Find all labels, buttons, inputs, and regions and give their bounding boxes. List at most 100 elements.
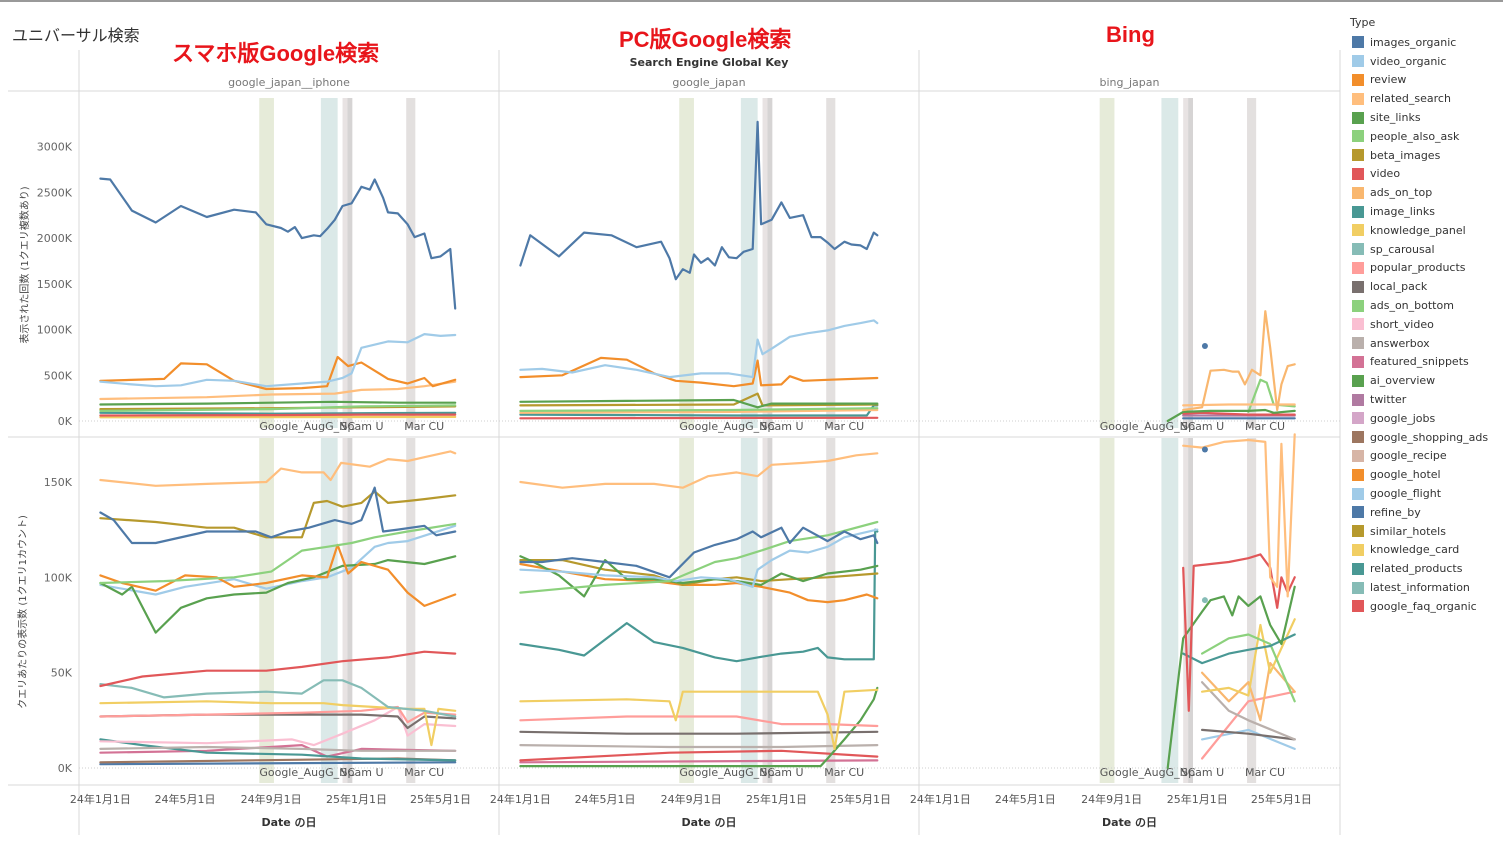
legend-item-short-video[interactable]: short_video [1352, 315, 1502, 334]
legend-item-answerbox[interactable]: answerbox [1352, 334, 1502, 353]
x-tick-label: 24年5月1日 [575, 792, 636, 806]
series-line-video-organic [99, 524, 457, 596]
legend-item-google-recipe[interactable]: google_recipe [1352, 447, 1502, 466]
y-tick-label: 100K [44, 571, 73, 584]
legend-item-google-flight[interactable]: google_flight [1352, 484, 1502, 503]
series-line-site-links [1166, 408, 1296, 423]
legend-item-popular-products[interactable]: popular_products [1352, 259, 1502, 278]
event-label: Spam U [1181, 766, 1224, 779]
legend-item-related-search[interactable]: related_search [1352, 89, 1502, 108]
series-line-people-also-ask [1201, 633, 1296, 703]
event-label: Google_AugG_NC [1100, 420, 1196, 433]
event-band [679, 438, 694, 783]
event-band [826, 98, 836, 428]
legend-label: similar_hotels [1370, 524, 1446, 538]
event-band [762, 438, 768, 783]
legend-swatch [1352, 581, 1364, 594]
legend-item-sp-carousal[interactable]: sp_carousal [1352, 240, 1502, 259]
legend-item-ai-overview[interactable]: ai_overview [1352, 371, 1502, 390]
panel-key-1: google_japan [672, 76, 745, 89]
series-line-video [519, 749, 879, 762]
legend-item-knowledge-card[interactable]: knowledge_card [1352, 541, 1502, 560]
series-line-images-organic [519, 120, 879, 281]
legend-swatch [1352, 525, 1364, 538]
legend-label: refine_by [1370, 505, 1421, 519]
series-line-video-organic [519, 319, 879, 379]
y-tick-label: 150K [44, 476, 73, 489]
legend-item-latest-information[interactable]: latest_information [1352, 578, 1502, 597]
legend-item-google-jobs[interactable]: google_jobs [1352, 409, 1502, 428]
legend-swatch [1352, 299, 1364, 312]
event-band [1183, 98, 1189, 428]
legend-label: google_flight [1370, 487, 1442, 501]
event-label: Mar CU [824, 766, 864, 779]
event-band [1161, 98, 1179, 428]
search-engine-header: Search Engine Global Key [630, 56, 789, 69]
legend-item-ads-on-top[interactable]: ads_on_top [1352, 183, 1502, 202]
legend-item-similar-hotels[interactable]: similar_hotels [1352, 522, 1502, 541]
legend-item-featured-snippets[interactable]: featured_snippets [1352, 353, 1502, 372]
event-band [347, 438, 353, 783]
legend-item-google-faq-organic[interactable]: google_faq_organic [1352, 597, 1502, 616]
panel-1-row-0 [519, 120, 879, 420]
legend-item-beta-images[interactable]: beta_images [1352, 146, 1502, 165]
legend-title: Type [1350, 16, 1376, 29]
legend-label: google_recipe [1370, 449, 1447, 463]
legend-label: ads_on_top [1370, 186, 1433, 200]
series-line-image-links [1182, 633, 1296, 665]
series-line-video [1182, 411, 1296, 416]
legend-item-google-hotel[interactable]: google_hotel [1352, 465, 1502, 484]
event-label: Mar CU [404, 766, 444, 779]
legend-swatch [1352, 261, 1364, 274]
legend-label: featured_snippets [1370, 355, 1469, 369]
y-tick-label: 2000K [37, 232, 73, 245]
series-line-answerbox [1201, 681, 1296, 741]
x-tick-label: 24年1月1日 [70, 792, 131, 806]
x-tick-label: 25年1月1日 [1167, 792, 1228, 806]
x-tick-label: 25年1月1日 [326, 792, 387, 806]
legend-item-image-links[interactable]: image_links [1352, 202, 1502, 221]
legend-item-knowledge-panel[interactable]: knowledge_panel [1352, 221, 1502, 240]
legend-item-related-products[interactable]: related_products [1352, 559, 1502, 578]
series-line-site-links [519, 398, 879, 409]
legend-item-refine-by[interactable]: refine_by [1352, 503, 1502, 522]
legend-item-ads-on-bottom[interactable]: ads_on_bottom [1352, 296, 1502, 315]
event-label: Google_AugG_NC [259, 420, 355, 433]
legend-swatch [1352, 149, 1364, 162]
legend-item-video[interactable]: video [1352, 165, 1502, 184]
event-band [320, 98, 338, 428]
legend-item-twitter[interactable]: twitter [1352, 390, 1502, 409]
series-line-related-search [1182, 403, 1296, 407]
legend-swatch [1352, 543, 1364, 556]
event-band [679, 98, 694, 428]
legend-label: google_faq_organic [1370, 599, 1477, 613]
legend-swatch [1352, 318, 1364, 331]
legend-item-review[interactable]: review [1352, 71, 1502, 90]
legend-item-google-shopping-ads[interactable]: google_shopping_ads [1352, 428, 1502, 447]
legend-item-images-organic[interactable]: images_organic [1352, 33, 1502, 52]
x-axis-title: Date の日 [261, 816, 316, 829]
event-label: Mar CU [824, 420, 864, 433]
y-tick-label: 50K [51, 667, 73, 680]
series-line-knowledge-panel [99, 700, 457, 747]
legend-item-people-also-ask[interactable]: people_also_ask [1352, 127, 1502, 146]
legend-label: local_pack [1370, 280, 1428, 294]
x-tick-label: 24年5月1日 [995, 792, 1056, 806]
series-line-site-links [1166, 585, 1296, 770]
event-band [406, 98, 416, 428]
y-tick-label: 0K [58, 415, 73, 428]
event-band [1247, 438, 1257, 783]
legend-item-local-pack[interactable]: local_pack [1352, 277, 1502, 296]
series-line-video-organic [519, 528, 879, 588]
legend-label: image_links [1370, 205, 1435, 219]
series-line-people-also-ask [99, 404, 457, 412]
legend-item-video-organic[interactable]: video_organic [1352, 52, 1502, 71]
series-line-video [99, 413, 457, 417]
event-band [1161, 438, 1179, 783]
legend-item-site-links[interactable]: site_links [1352, 108, 1502, 127]
legend-label: sp_carousal [1370, 242, 1435, 256]
y-tick-label: 1500K [37, 278, 73, 291]
event-label: Google_AugG_NC [679, 766, 775, 779]
panel-header-pc: PC版Google検索 [619, 27, 792, 52]
event-label: Mar CU [404, 420, 444, 433]
